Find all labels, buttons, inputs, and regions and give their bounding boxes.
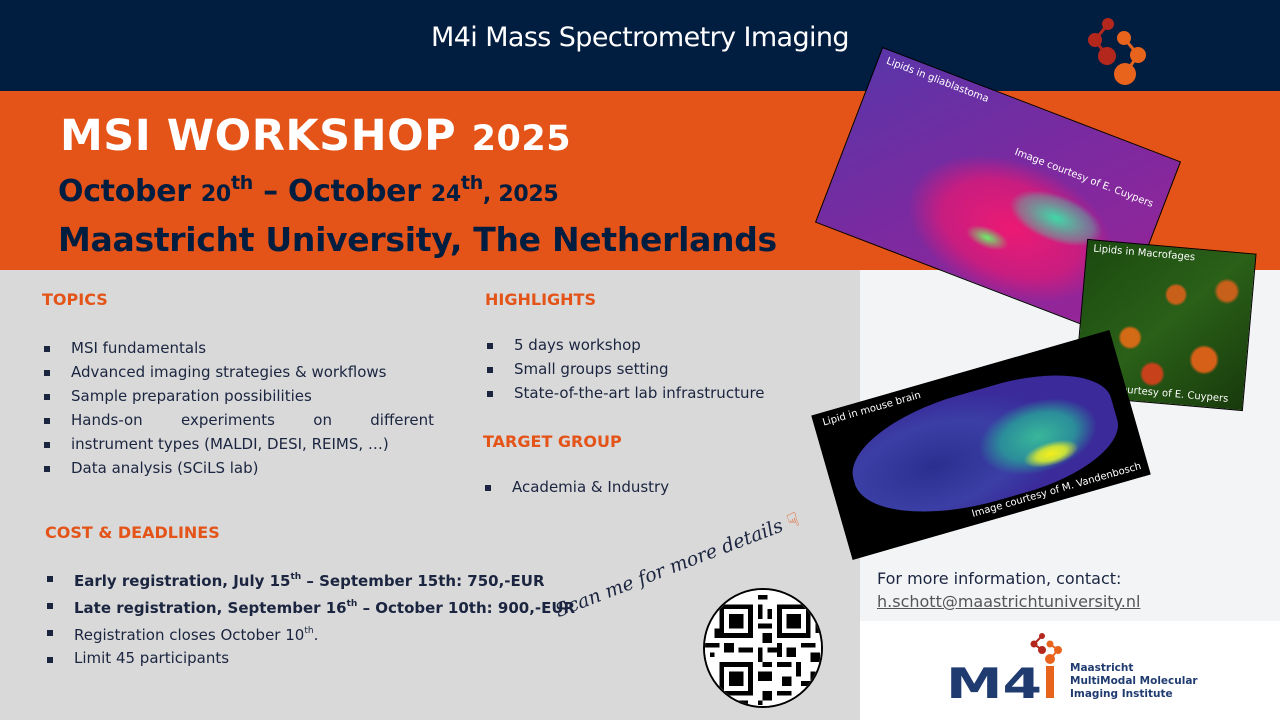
end-day: 24 bbox=[430, 182, 461, 207]
list-item-limit: Limit 45 participants bbox=[45, 647, 575, 670]
list-item: Sample preparation possibilities bbox=[42, 384, 434, 408]
end-month: October bbox=[287, 174, 421, 209]
list-item: State-of-the-art lab infrastructure bbox=[485, 381, 765, 405]
suffix: th bbox=[346, 599, 358, 609]
start-day: 20 bbox=[200, 182, 231, 207]
image-caption: Lipids in Macrofages bbox=[1092, 243, 1196, 264]
topics-heading: TOPICS bbox=[42, 290, 108, 309]
text: Registration closes October 10 bbox=[74, 626, 305, 644]
m4i-logo: M4 bbox=[946, 633, 1062, 702]
start-month: October bbox=[58, 174, 191, 209]
m4i-institute-name: Maastricht MultiModal Molecular Imaging … bbox=[1070, 662, 1198, 701]
list-item: Small groups setting bbox=[485, 357, 765, 381]
workshop-dates: October 20th – October 24th, 2025 bbox=[58, 172, 559, 209]
logo-panel bbox=[860, 621, 1280, 720]
start-suffix: th bbox=[230, 172, 253, 194]
qr-code[interactable] bbox=[703, 588, 823, 708]
list-item: Data analysis (SCiLS lab) bbox=[42, 456, 434, 480]
text: Late registration, September 16 bbox=[74, 599, 347, 617]
logo-line: Maastricht bbox=[1070, 662, 1134, 674]
header-title: M4i Mass Spectrometry Imaging bbox=[431, 22, 850, 53]
list-item-registration-closes: Registration closes October 10th. bbox=[45, 620, 575, 647]
qr-code-pattern bbox=[705, 590, 821, 706]
target-group-list: Academia & Industry bbox=[483, 475, 669, 499]
list-item: Hands-on experiments on different bbox=[42, 408, 434, 432]
list-item: Advanced imaging strategies & workflows bbox=[42, 360, 434, 384]
end-suffix: th bbox=[460, 172, 483, 194]
list-item: 5 days workshop bbox=[485, 333, 765, 357]
target-group-heading: TARGET GROUP bbox=[483, 432, 622, 451]
workshop-location: Maastricht University, The Netherlands bbox=[58, 220, 777, 259]
image-credit: Image courtesy of E. Cuypers bbox=[1013, 146, 1155, 210]
molecule-icon bbox=[1088, 18, 1146, 85]
logo-line: Imaging Institute bbox=[1070, 688, 1173, 700]
text: . bbox=[313, 626, 319, 644]
highlights-heading: HIGHLIGHTS bbox=[485, 290, 596, 309]
contact-email-link[interactable]: h.schott@maastrichtuniversity.nl bbox=[877, 592, 1141, 611]
contact-label: For more information, contact: bbox=[877, 569, 1122, 588]
cost-heading: COST & DEADLINES bbox=[45, 523, 220, 542]
text: Early registration, July 15 bbox=[74, 572, 291, 590]
logo-line: MultiModal Molecular bbox=[1070, 675, 1198, 687]
cost-list: Early registration, July 15th – Septembe… bbox=[45, 566, 575, 670]
title-text: MSI WORKSHOP bbox=[60, 111, 457, 161]
date-year: , 2025 bbox=[482, 182, 559, 207]
list-item: MSI fundamentals bbox=[42, 336, 434, 360]
list-item-early-registration: Early registration, July 15th – Septembe… bbox=[45, 566, 575, 593]
title-year: 2025 bbox=[471, 119, 572, 159]
svg-text:M4: M4 bbox=[946, 659, 1042, 702]
highlights-list: 5 days workshop Small groups setting Sta… bbox=[485, 333, 765, 405]
date-dash: – bbox=[263, 174, 278, 209]
suffix: th bbox=[304, 626, 314, 636]
molecule-icon bbox=[1030, 633, 1062, 664]
list-item-continuation: instrument types (MALDI, DESI, REIMS, …) bbox=[42, 432, 434, 456]
workshop-title: MSI WORKSHOP 2025 bbox=[60, 111, 571, 161]
list-item: Academia & Industry bbox=[483, 475, 669, 499]
suffix: th bbox=[290, 572, 302, 582]
list-item-text: instrument types (MALDI, DESI, REIMS, …) bbox=[71, 435, 389, 453]
text: – September 15th: 750,-EUR bbox=[301, 572, 545, 590]
topics-list: MSI fundamentals Advanced imaging strate… bbox=[42, 336, 434, 480]
text: – October 10th: 900,-EUR bbox=[357, 599, 576, 617]
list-item-late-registration: Late registration, September 16th – Octo… bbox=[45, 593, 575, 620]
header-bar: M4i Mass Spectrometry Imaging bbox=[0, 0, 1280, 91]
